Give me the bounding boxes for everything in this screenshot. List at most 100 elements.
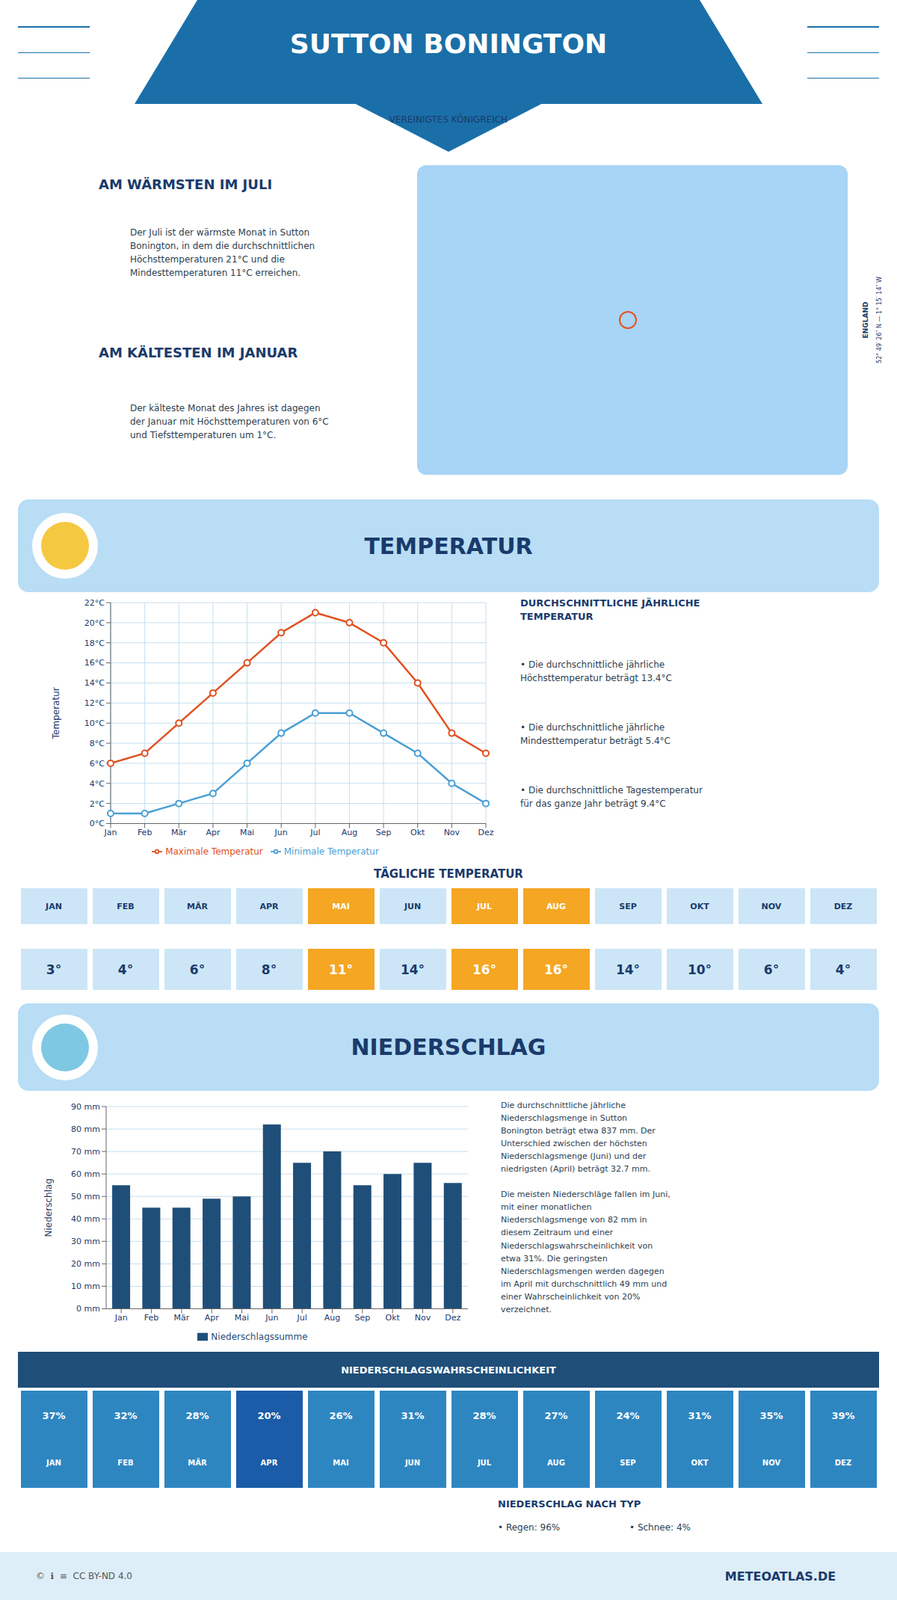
html-text:6°: 6° (763, 961, 780, 977)
svg-text:Sep: Sep (354, 1312, 371, 1323)
html-text:• Die durchschnittliche jährli: • Die durchschnittliche jährliche Mindes… (520, 722, 671, 747)
html-text:TEMPERATUR: TEMPERATUR (364, 532, 533, 559)
svg-text:2°C: 2°C (89, 799, 105, 809)
svg-text:50 mm: 50 mm (71, 1191, 101, 1202)
html-text:10°: 10° (687, 961, 712, 977)
svg-text:20 mm: 20 mm (71, 1258, 101, 1269)
svg-text:80 mm: 80 mm (71, 1124, 101, 1134)
html-text:Die durchschnittliche jährlich: Die durchschnittliche jährliche Niedersc… (500, 1100, 671, 1314)
svg-text:Apr: Apr (205, 827, 221, 838)
html-text:20%: 20% (257, 1409, 281, 1421)
html-text:8°: 8° (261, 961, 277, 977)
html-text:31%: 31% (687, 1409, 712, 1421)
svg-text:Jul: Jul (309, 827, 320, 838)
html-text:14°: 14° (400, 961, 425, 977)
html-text:14°: 14° (615, 961, 640, 977)
svg-text:40 mm: 40 mm (71, 1213, 101, 1224)
svg-text:8°C: 8°C (89, 738, 105, 749)
html-text:Der kälteste Monat des Jahres: Der kälteste Monat des Jahres ist dagege… (130, 402, 329, 441)
svg-text:Mär: Mär (173, 1312, 190, 1323)
html-text:NIEDERSCHLAG: NIEDERSCHLAG (350, 1033, 547, 1060)
html-text:© ℹ ≡ CC BY-ND 4.0: © ℹ ≡ CC BY-ND 4.0 (35, 1570, 133, 1581)
svg-text:20°C: 20°C (84, 618, 105, 628)
svg-text:Jan: Jan (114, 1312, 128, 1323)
svg-text:4°C: 4°C (89, 778, 105, 789)
svg-text:Nov: Nov (444, 827, 461, 838)
svg-text:0 mm: 0 mm (76, 1303, 101, 1314)
html-text:4°: 4° (117, 961, 134, 977)
html-text:31%: 31% (400, 1409, 425, 1421)
svg-text:Mär: Mär (171, 827, 187, 838)
html-text:16°: 16° (544, 961, 569, 977)
html-text:APR: APR (259, 901, 279, 911)
svg-text:Niederschlag: Niederschlag (43, 1178, 54, 1237)
svg-text:Mai: Mai (239, 827, 255, 838)
html-text:MÄR: MÄR (186, 901, 208, 911)
html-text:• Die durchschnittliche Tagest: • Die durchschnittliche Tagestemperatur … (520, 784, 703, 809)
svg-text:Apr: Apr (204, 1312, 220, 1323)
html-text:26%: 26% (329, 1409, 353, 1421)
html-text:Minimale Temperatur: Minimale Temperatur (283, 845, 379, 857)
html-text:37%: 37% (42, 1409, 66, 1421)
svg-text:Jun: Jun (264, 1312, 279, 1323)
svg-text:10°C: 10°C (84, 718, 105, 729)
html-text:• Die durchschnittliche jährli: • Die durchschnittliche jährliche Höchst… (520, 659, 672, 684)
html-text:27%: 27% (544, 1409, 568, 1421)
html-text:DURCHSCHNITTLICHE JÄHRLICHE TE: DURCHSCHNITTLICHE JÄHRLICHE TEMPERATUR (520, 597, 701, 623)
html-text:4°: 4° (835, 961, 851, 977)
html-text:MAI: MAI (332, 901, 350, 911)
html-text:Maximale Temperatur: Maximale Temperatur (165, 845, 263, 857)
svg-text:16°C: 16°C (84, 657, 105, 668)
svg-text:Okt: Okt (384, 1312, 400, 1323)
html-text:39%: 39% (831, 1409, 855, 1421)
svg-text:60 mm: 60 mm (71, 1169, 101, 1179)
html-text:TÄGLICHE TEMPERATUR: TÄGLICHE TEMPERATUR (373, 867, 524, 881)
html-text:35%: 35% (759, 1409, 784, 1421)
html-text:NIEDERSCHLAG NACH TYP: NIEDERSCHLAG NACH TYP (497, 1497, 641, 1510)
html-text:NIEDERSCHLAGSWAHRSCHEINLICHKEI: NIEDERSCHLAGSWAHRSCHEINLICHKEIT (340, 1363, 557, 1376)
svg-text:90 mm: 90 mm (71, 1101, 101, 1112)
html-text:24%: 24% (616, 1409, 640, 1421)
svg-text:Jan: Jan (103, 827, 118, 838)
svg-text:Aug: Aug (324, 1312, 341, 1323)
svg-text:Nov: Nov (414, 1312, 432, 1323)
html-text:SUTTON BONINGTON: SUTTON BONINGTON (289, 28, 608, 59)
svg-text:18°C: 18°C (84, 638, 105, 649)
svg-text:Feb: Feb (137, 827, 152, 838)
svg-text:Sep: Sep (375, 827, 392, 838)
html-text:28%: 28% (185, 1409, 210, 1421)
svg-text:22°C: 22°C (84, 598, 105, 608)
svg-text:30 mm: 30 mm (71, 1236, 101, 1247)
svg-text:6°C: 6°C (89, 758, 105, 769)
html-text:16°: 16° (472, 961, 497, 977)
html-text:11°: 11° (328, 961, 353, 977)
svg-text:70 mm: 70 mm (71, 1146, 101, 1157)
svg-text:Okt: Okt (410, 827, 426, 838)
svg-text:14°C: 14°C (84, 677, 105, 688)
html-text:6°: 6° (189, 961, 205, 977)
html-text:AM KÄLTESTEN IM JANUAR: AM KÄLTESTEN IM JANUAR (98, 344, 298, 361)
svg-text:12°C: 12°C (84, 698, 105, 708)
html-text:FEB: FEB (116, 901, 135, 911)
html-text:AM WÄRMSTEN IM JULI: AM WÄRMSTEN IM JULI (98, 176, 273, 193)
svg-text:Temperatur: Temperatur (50, 686, 62, 740)
svg-text:Dez: Dez (444, 1312, 461, 1323)
svg-text:Jun: Jun (274, 827, 288, 838)
html-text:28%: 28% (472, 1409, 497, 1421)
html-text:Niederschlagssumme: Niederschlagssumme (211, 1330, 308, 1342)
svg-text:Dez: Dez (477, 827, 494, 838)
html-text:VEREINIGTES KÖNIGREICH: VEREINIGTES KÖNIGREICH (389, 114, 508, 125)
svg-text:Feb: Feb (144, 1312, 159, 1323)
svg-text:Mai: Mai (234, 1312, 249, 1323)
html-text:3°: 3° (46, 961, 62, 977)
svg-text:10 mm: 10 mm (71, 1281, 101, 1291)
html-text:METEOATLAS.DE: METEOATLAS.DE (724, 1568, 836, 1583)
svg-text:Jul: Jul (296, 1312, 308, 1323)
html-text:Der Juli ist der wärmste Monat: Der Juli ist der wärmste Monat in Sutton… (130, 227, 315, 279)
svg-text:Aug: Aug (341, 827, 358, 838)
html-text:JAN: JAN (45, 901, 62, 911)
html-text:• Schnee: 4%: • Schnee: 4% (629, 1521, 691, 1533)
svg-text:0°C: 0°C (89, 818, 105, 829)
html-text:32%: 32% (113, 1409, 138, 1421)
html-text:• Regen: 96%: • Regen: 96% (497, 1521, 561, 1533)
